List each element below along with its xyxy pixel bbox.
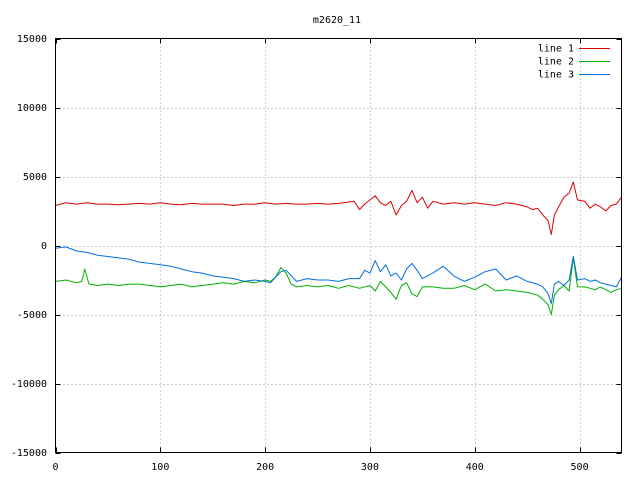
axis-ticks xyxy=(55,38,622,454)
x-tick-labels: 0 100 200 300 400 500 xyxy=(52,462,588,473)
legend-label-2: line 2 xyxy=(538,57,574,68)
y-tick-label: 0 xyxy=(41,241,47,252)
y-tick-label: -10000 xyxy=(11,379,47,390)
y-tick-label: 10000 xyxy=(17,103,47,114)
y-tick-label: 15000 xyxy=(17,34,47,45)
series-line-2 xyxy=(55,257,622,315)
y-tick-labels: -15000 -10000 -5000 0 5000 10000 15000 xyxy=(11,34,47,459)
series-line-3 xyxy=(55,246,622,304)
legend-label-1: line 1 xyxy=(538,44,574,55)
grid xyxy=(55,38,622,453)
chart-title: m2620_11 xyxy=(313,15,361,26)
y-tick-label: -5000 xyxy=(17,310,47,321)
x-tick-label: 300 xyxy=(361,462,379,473)
legend: line 1 line 2 line 3 xyxy=(538,44,610,81)
plot-frame xyxy=(55,38,622,453)
x-tick-label: 0 xyxy=(52,462,58,473)
y-tick-label: -15000 xyxy=(11,448,47,459)
x-tick-label: 500 xyxy=(571,462,589,473)
y-tick-label: 5000 xyxy=(23,172,47,183)
series-layer xyxy=(55,181,622,315)
series-line-1 xyxy=(55,181,622,235)
legend-label-3: line 3 xyxy=(538,70,574,81)
x-tick-label: 200 xyxy=(256,462,274,473)
x-tick-label: 400 xyxy=(466,462,484,473)
x-tick-label: 100 xyxy=(151,462,169,473)
